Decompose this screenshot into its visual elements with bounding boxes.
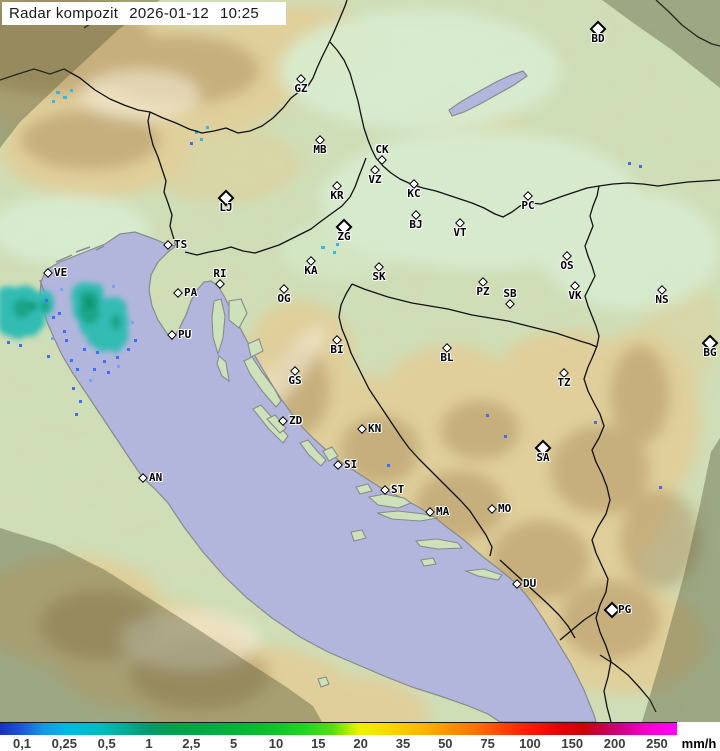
legend-value: 20 (353, 736, 368, 751)
city-label: SA (536, 451, 550, 464)
islands (211, 298, 503, 688)
city-label: LJ (219, 201, 233, 214)
city-label: KN (368, 422, 382, 435)
country-borders (0, 0, 720, 722)
city-label: DU (523, 577, 537, 590)
product-date: 2026-01-12 (129, 5, 209, 22)
city-label: GZ (294, 82, 308, 95)
legend-value: 35 (395, 736, 411, 751)
city-label: BJ (409, 218, 423, 231)
title-bar: Radar kompozit 2026-01-12 10:25 (2, 2, 286, 25)
venice-lagoon-marks (39, 245, 105, 293)
city-label: SI (344, 458, 358, 471)
legend-value: 15 (311, 736, 326, 751)
radar-map: GZ BD MB CK VZ KR KC LJ BJ VT PC ZG TS OS KA RI PA OG SK PZ… (0, 0, 720, 722)
legend-value: 0,1 (12, 736, 32, 751)
precip-fringe-dots (7, 299, 137, 416)
city-label: KC (407, 187, 421, 200)
legend-value: 250 (646, 736, 668, 751)
city-label: VE (54, 266, 68, 279)
city-label: PA (184, 286, 198, 299)
city-label: PC (521, 199, 535, 212)
legend-value: 1 (145, 736, 153, 751)
city-label: KR (330, 189, 344, 202)
city-label: VK (568, 289, 582, 302)
map-canvas (0, 0, 720, 722)
city-label: KA (304, 264, 318, 277)
legend-value: 5 (230, 736, 238, 751)
city-label: BG (703, 346, 717, 359)
legend-value: 50 (438, 736, 453, 751)
legend-color-bar (0, 722, 677, 735)
city-label: ZG (337, 230, 351, 243)
city-label: PZ (476, 285, 490, 298)
city-label: GS (288, 374, 302, 387)
city-label: BL (440, 351, 454, 364)
city-label: SK (372, 270, 386, 283)
terrain-shading (0, 0, 720, 722)
city-label: OS (560, 259, 574, 272)
city-label: ZD (289, 414, 303, 427)
product-time: 10:25 (219, 5, 260, 22)
city-label: PG (618, 603, 632, 616)
city-label: VZ (368, 173, 382, 186)
legend-value: 10 (268, 736, 284, 751)
legend-value: 0,5 (97, 736, 116, 751)
legend-unit: mm/h (681, 736, 717, 751)
city-label: OG (277, 292, 291, 305)
city-label: PU (178, 328, 192, 341)
city-label: TS (174, 238, 188, 251)
city-label: BD (591, 32, 605, 45)
city-label: VT (453, 226, 467, 239)
out-of-range-overlay (0, 0, 720, 722)
adriatic-sea (39, 231, 597, 722)
legend-value: 2,5 (182, 736, 201, 751)
city-label: TZ (557, 376, 571, 389)
city-label: BI (330, 343, 344, 356)
precipitation-layer (0, 282, 129, 353)
city-label: CK (375, 143, 389, 156)
legend-value: 200 (603, 736, 626, 751)
precip-halo-dots (51, 285, 134, 382)
lake-balaton (448, 70, 528, 117)
city-label: MA (436, 505, 450, 518)
legend-value: 75 (480, 736, 495, 751)
precip-specks (52, 89, 662, 489)
city-label: MB (313, 143, 327, 156)
city-label: ST (391, 483, 405, 496)
city-label: NS (655, 293, 669, 306)
legend-value: 0,25 (51, 736, 77, 751)
legend-value: 100 (519, 736, 541, 751)
city-label: SB (503, 287, 517, 300)
city-label: MO (498, 502, 512, 515)
city-label: AN (149, 471, 163, 484)
product-name: Radar kompozit (9, 5, 119, 22)
city-label: RI (213, 267, 227, 280)
legend: 0,1 0,25 0,5 1 2,5 5 10 15 20 35 50 75 100 150 200 250 m… (0, 722, 720, 751)
legend-value: 150 (561, 736, 584, 751)
